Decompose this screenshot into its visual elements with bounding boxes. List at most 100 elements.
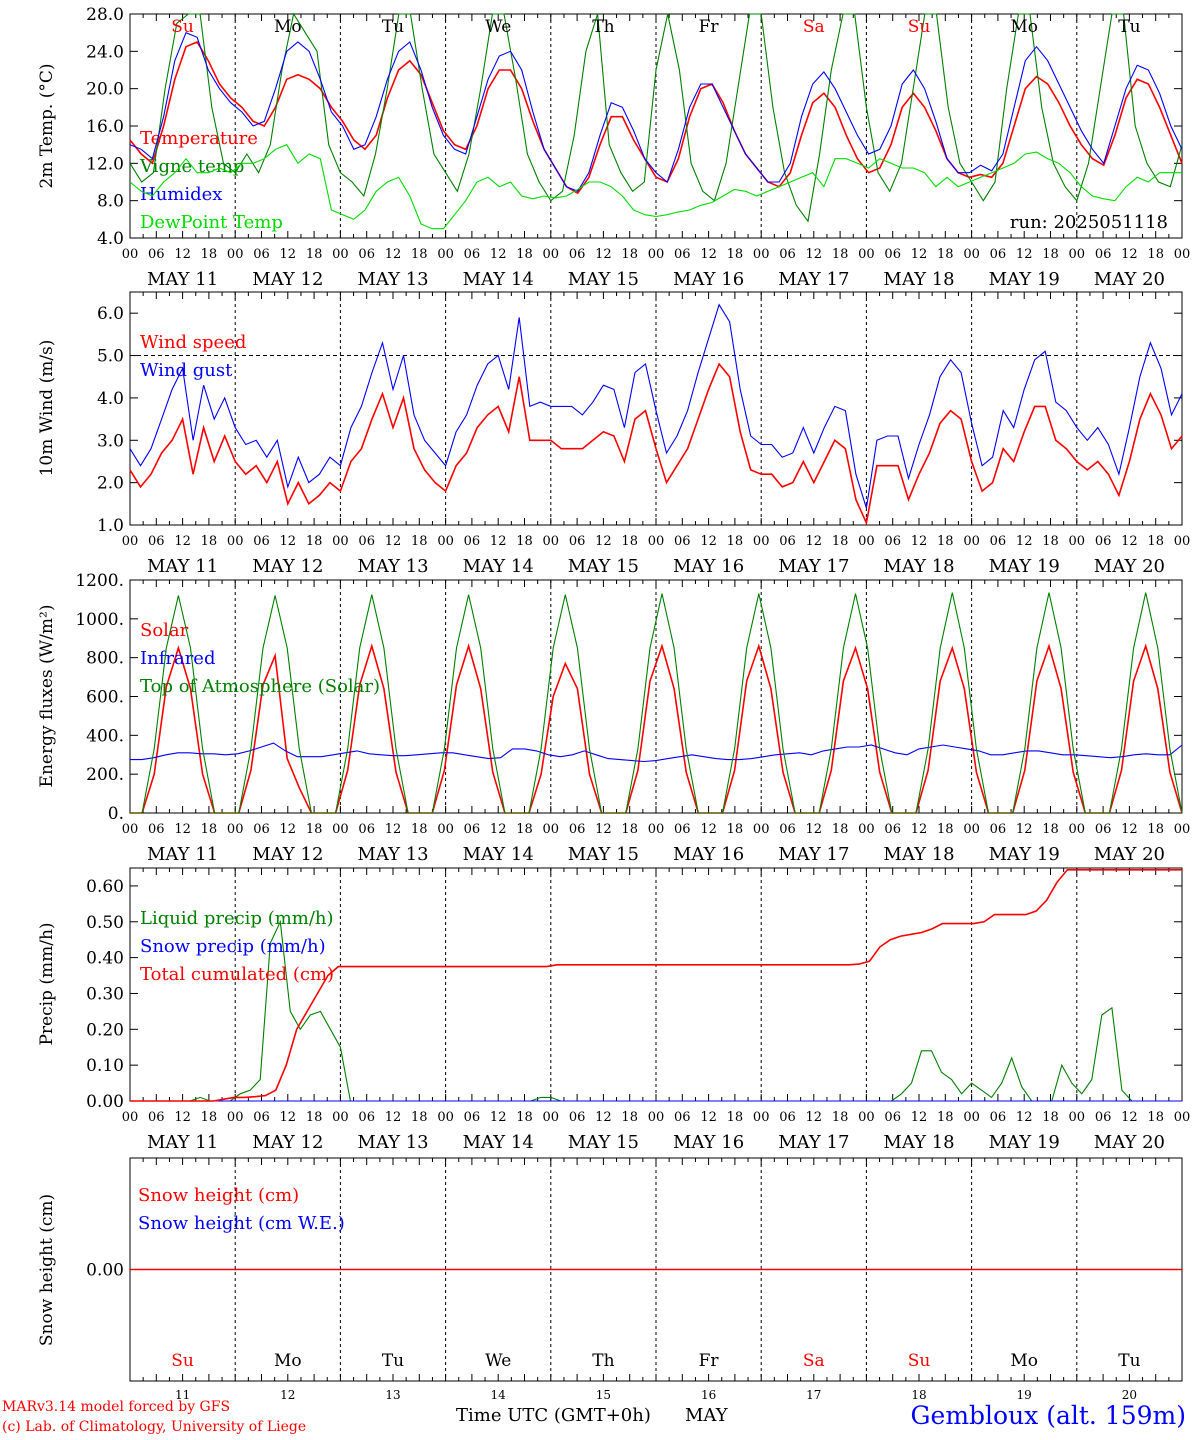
hour-label: 18 [1147,534,1164,549]
hour-label: 00 [858,1110,875,1125]
hour-label: 12 [174,247,191,262]
weekday-label: Su [171,1351,194,1371]
hour-label: 06 [569,1110,586,1125]
weekday-label: Th [592,17,614,37]
hour-label: 00 [437,534,454,549]
hour-label: 18 [1042,247,1059,262]
hour-label: 00 [1174,1110,1191,1125]
hour-label: 06 [464,534,481,549]
run-label: run: 2025051118 [1010,212,1168,233]
hour-label: 00 [122,534,139,549]
date-label: MAY 14 [463,1132,534,1153]
hour-label: 06 [148,822,165,837]
y-axis-title: Snow height (cm) [37,1194,57,1346]
hour-label: 18 [1147,1110,1164,1125]
hour-label: 00 [437,247,454,262]
date-label: MAY 13 [357,844,428,865]
hour-label: 06 [674,1110,691,1125]
y-tick-label: 0.60 [86,877,124,897]
series-line-top-of-atmosphere-solar- [130,592,1183,814]
weekday-label: Su [908,17,931,37]
date-label: MAY 16 [673,1132,744,1153]
hour-label: 18 [937,1110,954,1125]
credit-line-1: MARv3.14 model forced by GFS [2,1399,231,1415]
hour-label: 12 [174,534,191,549]
hour-label: 18 [937,822,954,837]
hour-label: 12 [280,822,297,837]
hour-label: 06 [1095,822,1112,837]
y-tick-label: 800. [86,649,124,669]
hour-label: 00 [963,822,980,837]
legend-entry: Infrared [140,648,215,669]
hour-label: 00 [753,822,770,837]
hour-label: 06 [569,822,586,837]
hour-label: 12 [1016,1110,1033,1125]
day-number: 11 [175,1388,190,1402]
day-number: 16 [701,1388,716,1402]
hour-label: 00 [858,247,875,262]
hour-label: 12 [385,247,402,262]
hour-label: 18 [516,247,533,262]
weekday-label: Mo [1010,17,1038,37]
date-label: MAY 16 [673,844,744,865]
date-label: MAY 17 [778,844,849,865]
hour-label: 12 [911,822,928,837]
legend-entry: Liquid precip (mm/h) [140,908,334,929]
date-label: MAY 20 [1094,1132,1165,1153]
date-label: MAY 19 [989,844,1060,865]
date-label: MAY 11 [147,844,218,865]
hour-label: 18 [201,822,218,837]
y-tick-label: 0.00 [86,1092,124,1112]
series-line-vigne-temp [129,12,1183,223]
hour-label: 00 [122,822,139,837]
date-label: MAY 11 [147,1132,218,1153]
hour-label: 06 [1095,1110,1112,1125]
date-label: MAY 17 [778,556,849,577]
x-axis-title: Time UTC (GMT+0h) [456,1405,651,1426]
date-label: MAY 18 [883,1132,954,1153]
weekday-label: Tu [382,1351,404,1371]
hour-label: 12 [700,822,717,837]
series-line-total-cumulated-cm- [130,868,1182,1102]
date-label: MAY 16 [673,269,744,290]
hour-label: 00 [963,534,980,549]
date-label: MAY 14 [463,556,534,577]
hour-label: 06 [990,247,1007,262]
hour-label: 06 [779,822,796,837]
hour-label: 00 [122,247,139,262]
hour-label: 18 [411,1110,428,1125]
weekday-label: Tu [1118,1351,1140,1371]
hour-label: 06 [253,822,270,837]
hour-label: 00 [648,534,665,549]
hour-label: 06 [569,247,586,262]
date-label: MAY 19 [989,556,1060,577]
day-number: 17 [806,1388,821,1402]
hour-label: 12 [700,534,717,549]
hour-label: 06 [1095,247,1112,262]
hour-label: 12 [806,822,823,837]
hour-label: 06 [674,247,691,262]
hour-label: 06 [464,1110,481,1125]
date-label: MAY 20 [1094,556,1165,577]
hour-label: 06 [253,247,270,262]
hour-label: 18 [411,534,428,549]
day-number: 18 [911,1388,926,1402]
y-tick-label: 0.40 [86,949,124,969]
hour-label: 12 [490,822,507,837]
hour-label: 12 [490,247,507,262]
hour-label: 06 [779,1110,796,1125]
hour-label: 00 [1174,822,1191,837]
hour-label: 18 [1042,534,1059,549]
date-label: MAY 12 [252,556,323,577]
date-label: MAY 12 [252,844,323,865]
hour-label: 12 [490,534,507,549]
hour-label: 12 [280,247,297,262]
hour-label: 00 [858,534,875,549]
weekday-label: Tu [382,17,404,37]
date-label: MAY 15 [568,844,639,865]
date-label: MAY 18 [883,844,954,865]
hour-label: 00 [753,534,770,549]
hour-label: 18 [832,247,849,262]
legend-entry: Snow height (cm W.E.) [138,1213,345,1234]
